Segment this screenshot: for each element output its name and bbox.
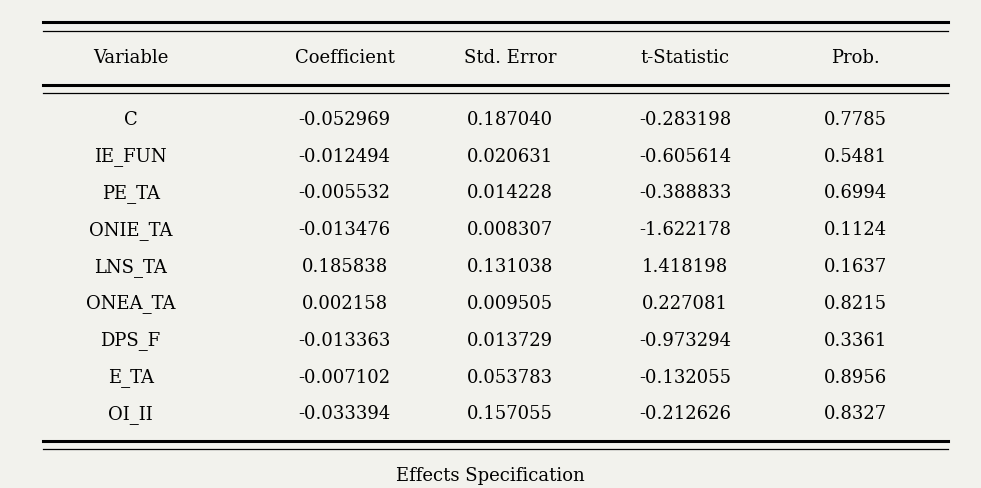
Text: 0.1124: 0.1124 — [824, 221, 887, 239]
Text: -0.212626: -0.212626 — [639, 405, 731, 423]
Text: 0.187040: 0.187040 — [467, 111, 553, 128]
Text: 0.131038: 0.131038 — [467, 258, 553, 276]
Text: -1.622178: -1.622178 — [639, 221, 731, 239]
Text: Variable: Variable — [93, 49, 169, 67]
Text: Coefficient: Coefficient — [294, 49, 394, 67]
Text: 0.013729: 0.013729 — [467, 331, 553, 349]
Text: C: C — [124, 111, 137, 128]
Text: 0.014228: 0.014228 — [467, 184, 553, 202]
Text: Effects Specification: Effects Specification — [396, 466, 585, 484]
Text: 0.1637: 0.1637 — [824, 258, 887, 276]
Text: IE_FUN: IE_FUN — [94, 147, 167, 166]
Text: 0.3361: 0.3361 — [824, 331, 887, 349]
Text: -0.973294: -0.973294 — [639, 331, 731, 349]
Text: 0.020631: 0.020631 — [467, 147, 553, 165]
Text: Std. Error: Std. Error — [464, 49, 556, 67]
Text: -0.033394: -0.033394 — [298, 405, 390, 423]
Text: t-Statistic: t-Statistic — [641, 49, 730, 67]
Text: 0.053783: 0.053783 — [467, 368, 553, 386]
Text: 0.7785: 0.7785 — [824, 111, 887, 128]
Text: 0.002158: 0.002158 — [301, 294, 387, 312]
Text: 0.8215: 0.8215 — [824, 294, 887, 312]
Text: -0.013476: -0.013476 — [298, 221, 390, 239]
Text: -0.005532: -0.005532 — [298, 184, 390, 202]
Text: LNS_TA: LNS_TA — [94, 257, 167, 276]
Text: -0.283198: -0.283198 — [639, 111, 731, 128]
Text: OI_II: OI_II — [108, 404, 153, 423]
Text: E_TA: E_TA — [108, 367, 154, 386]
Text: -0.013363: -0.013363 — [298, 331, 390, 349]
Text: 0.8956: 0.8956 — [824, 368, 887, 386]
Text: DPS_F: DPS_F — [100, 330, 161, 349]
Text: -0.388833: -0.388833 — [639, 184, 731, 202]
Text: 0.157055: 0.157055 — [467, 405, 553, 423]
Text: ONIE_TA: ONIE_TA — [89, 221, 173, 239]
Text: 0.6994: 0.6994 — [824, 184, 887, 202]
Text: 0.8327: 0.8327 — [824, 405, 887, 423]
Text: -0.012494: -0.012494 — [298, 147, 390, 165]
Text: ONEA_TA: ONEA_TA — [86, 294, 176, 313]
Text: -0.605614: -0.605614 — [639, 147, 731, 165]
Text: -0.052969: -0.052969 — [298, 111, 390, 128]
Text: 0.227081: 0.227081 — [642, 294, 728, 312]
Text: 1.418198: 1.418198 — [642, 258, 728, 276]
Text: -0.132055: -0.132055 — [639, 368, 731, 386]
Text: PE_TA: PE_TA — [102, 183, 160, 203]
Text: 0.009505: 0.009505 — [467, 294, 553, 312]
Text: 0.5481: 0.5481 — [824, 147, 887, 165]
Text: 0.185838: 0.185838 — [301, 258, 387, 276]
Text: Prob.: Prob. — [831, 49, 880, 67]
Text: 0.008307: 0.008307 — [467, 221, 553, 239]
Text: -0.007102: -0.007102 — [298, 368, 390, 386]
